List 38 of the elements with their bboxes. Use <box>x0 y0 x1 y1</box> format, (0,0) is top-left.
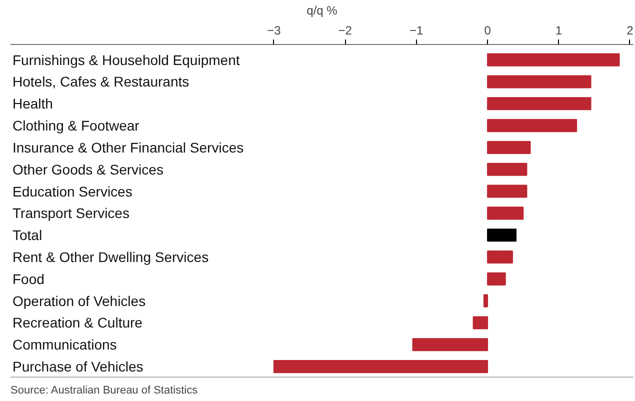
y-tick-label: Insurance & Other Financial Services <box>12 139 244 156</box>
y-tick-label: Furnishings & Household Equipment <box>12 52 240 68</box>
y-tick-label: Hotels, Cafes & Restaurants <box>12 74 190 90</box>
bar <box>412 338 488 352</box>
x-tick-label: −1 <box>410 24 424 38</box>
y-tick-label: Total <box>12 227 42 244</box>
bar <box>487 97 592 110</box>
y-tick-label: Communications <box>12 336 117 353</box>
bar <box>483 294 488 308</box>
x-tick-label: 0 <box>484 24 492 38</box>
bar <box>472 316 488 330</box>
y-tick-label: Recreation & Culture <box>12 314 143 331</box>
bar <box>487 228 517 242</box>
x-tick-label: 2 <box>626 24 634 38</box>
bar <box>487 162 528 176</box>
bar <box>487 140 531 154</box>
y-tick-label: Health <box>12 96 53 112</box>
bar <box>487 206 524 220</box>
x-tick-label: −2 <box>338 24 352 38</box>
x-tick-label: −3 <box>267 24 282 38</box>
bar <box>487 250 513 264</box>
y-tick-label: Purchase of Vehicles <box>12 358 144 375</box>
y-tick-label: Transport Services <box>12 205 130 222</box>
bar <box>273 360 488 374</box>
bar <box>487 272 506 286</box>
x-axis-title: q/q % <box>306 4 338 18</box>
bar <box>487 53 620 66</box>
y-tick-label: Other Goods & Services <box>12 161 164 178</box>
bar <box>487 75 592 88</box>
y-tick-label: Operation of Vehicles <box>12 292 146 309</box>
bar <box>487 184 528 198</box>
y-tick-label: Rent & Other Dwelling Services <box>12 249 209 266</box>
source-note: Source: Australian Bureau of Statistics <box>10 384 198 396</box>
x-tick-label: 1 <box>555 24 562 38</box>
bar <box>487 119 578 132</box>
y-tick-label: Education Services <box>12 183 132 200</box>
y-tick-label: Food <box>12 270 44 287</box>
y-tick-label: Clothing & Footwear <box>12 118 140 134</box>
